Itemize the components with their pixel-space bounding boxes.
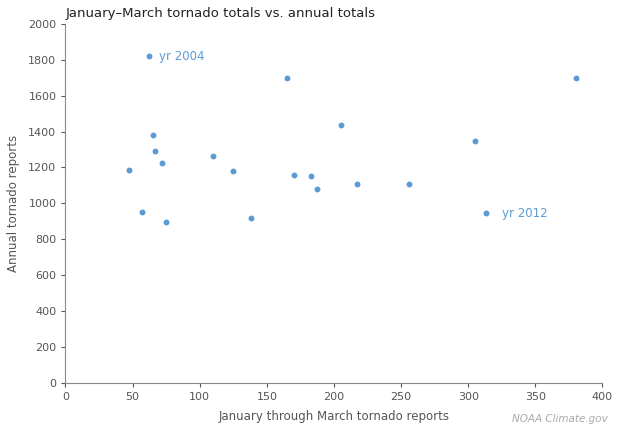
- Point: [144, 53, 154, 60]
- Point: [352, 180, 361, 187]
- Point: [480, 210, 490, 217]
- Text: yr 2012: yr 2012: [502, 207, 547, 220]
- Y-axis label: Annual tornado reports: Annual tornado reports: [7, 135, 20, 272]
- Text: January–March tornado totals vs. annual totals: January–March tornado totals vs. annual …: [66, 7, 376, 20]
- Point: [306, 173, 316, 180]
- Point: [137, 209, 147, 216]
- Point: [151, 148, 161, 155]
- Point: [570, 74, 580, 81]
- Point: [123, 167, 133, 174]
- Point: [470, 138, 480, 145]
- Point: [404, 181, 414, 188]
- Point: [289, 171, 299, 178]
- Point: [208, 152, 218, 159]
- Point: [335, 122, 345, 129]
- Text: NOAA Climate.gov: NOAA Climate.gov: [512, 414, 608, 424]
- Point: [311, 185, 321, 192]
- Point: [228, 168, 238, 175]
- Point: [148, 132, 157, 138]
- X-axis label: January through March tornado reports: January through March tornado reports: [218, 410, 450, 423]
- Text: yr 2004: yr 2004: [159, 50, 205, 63]
- Point: [282, 74, 292, 81]
- Point: [157, 160, 167, 166]
- Point: [246, 214, 255, 221]
- Point: [161, 219, 171, 226]
